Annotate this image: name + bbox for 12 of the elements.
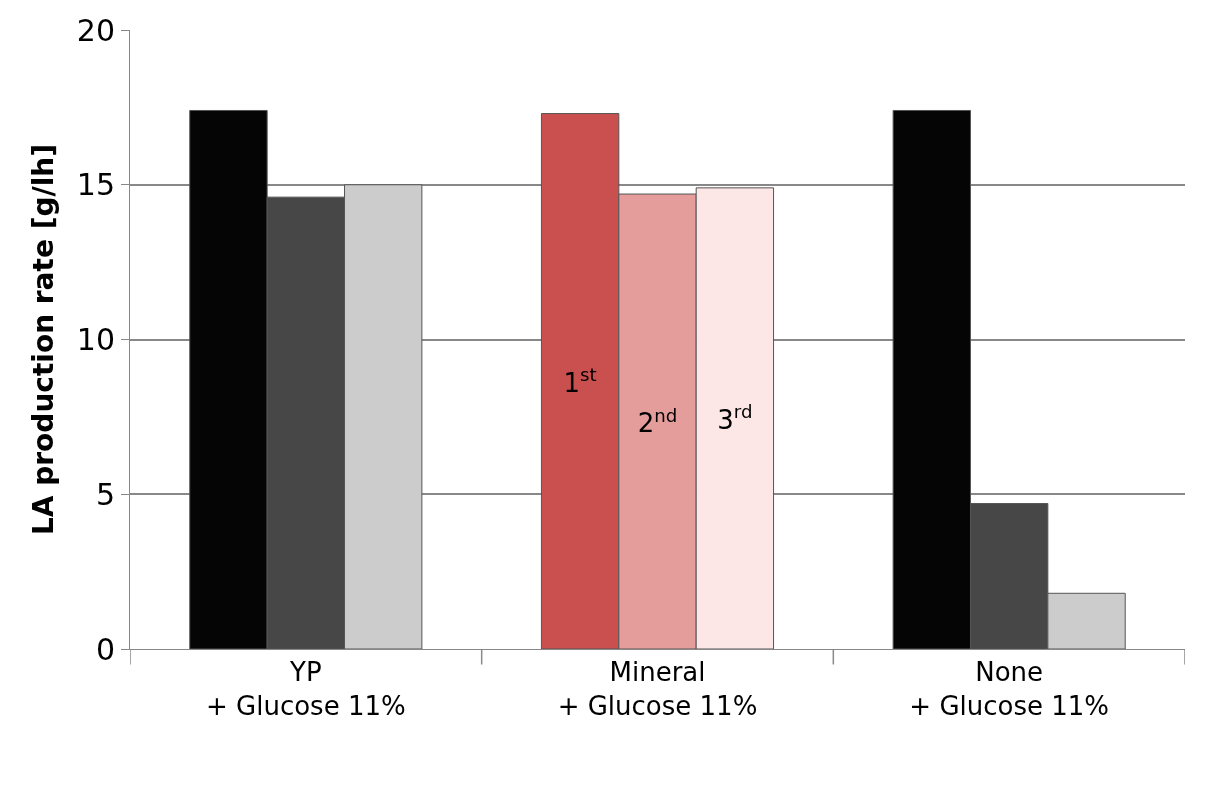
series-label: 1$^{st}$ (563, 364, 597, 399)
x-tick-label: YP + Glucose 11% (205, 657, 406, 721)
y-tick-label: 0 (95, 631, 115, 667)
x-tick-label: Mineral + Glucose 11% (557, 657, 758, 721)
x-tick-label: None + Glucose 11% (909, 657, 1110, 721)
series-label: 2$^{nd}$ (637, 404, 678, 439)
y-tick-label: 15 (76, 167, 115, 203)
y-axis-title: LA production rate [g/lh] (26, 143, 60, 536)
y-tick-label: 10 (76, 322, 115, 357)
y-tick-label: 20 (76, 12, 115, 48)
series-label: 3$^{rd}$ (717, 401, 753, 436)
y-tick-label: 5 (95, 476, 115, 512)
